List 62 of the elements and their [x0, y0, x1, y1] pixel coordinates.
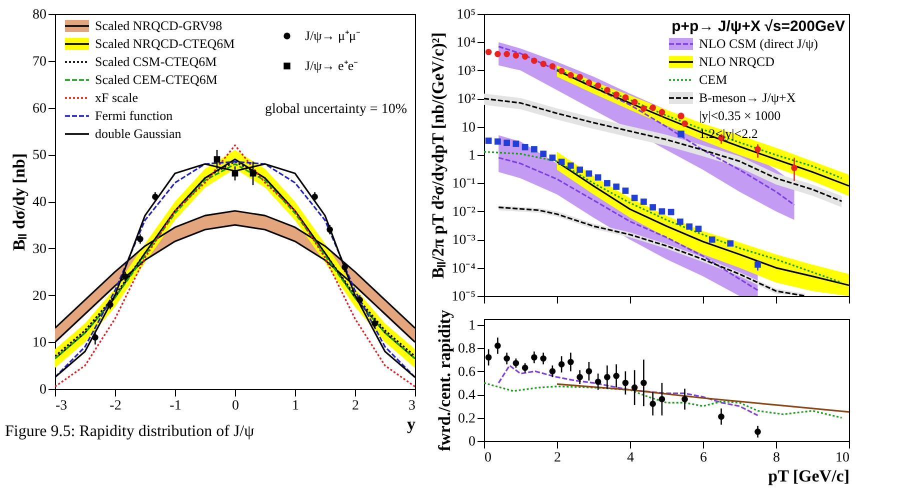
legend-label: CEM — [699, 72, 728, 87]
legend-label: xF scale — [95, 90, 138, 105]
legend-label: double Gaussian — [95, 126, 182, 141]
y-tick-label: 10³ — [457, 64, 476, 79]
y-tick-label: 70 — [32, 54, 46, 70]
legend-label: 1.2<|y|<2.2 — [699, 126, 758, 141]
y-tick-label: 10⁴ — [456, 36, 476, 51]
annotation: global uncertainty = 10% — [264, 102, 408, 117]
legend-title: p+p→ J/ψ+X √s=200GeV — [672, 18, 845, 35]
y-tick-label: 1 — [468, 318, 476, 334]
legend-label: NLO NRQCD — [699, 54, 774, 69]
y-tick-label: 10⁻⁵ — [452, 290, 476, 304]
y-tick-label: 60 — [32, 101, 46, 116]
x-tick-label: 0 — [232, 398, 239, 414]
legend-label: Scaled CEM-CTEQ6M — [95, 72, 218, 87]
y-tick-label: 10⁻² — [452, 204, 476, 220]
x-tick-label: 2 — [554, 450, 561, 466]
y-tick-label: 10² — [457, 92, 476, 108]
y-tick-label: 10⁻⁴ — [452, 261, 476, 276]
legend-label: J/ψ→ μ⁺μ⁻ — [305, 28, 360, 43]
y-tick-label: 10 — [462, 120, 476, 136]
y-tick-label: 50 — [32, 148, 46, 164]
y-tick-label: 0.4 — [458, 388, 476, 404]
x-tick-label: 1 — [292, 398, 299, 414]
y-tick-label: 0.6 — [458, 364, 476, 380]
y-axis-title: fwrd./cent. rapidity — [435, 309, 454, 452]
x-axis-title: pT [GeV/c] — [768, 466, 850, 486]
y-tick-label: 10⁻³ — [452, 233, 476, 248]
x-tick-label: 10 — [836, 450, 850, 466]
legend-label: J/ψ→ e⁺e⁻ — [305, 58, 358, 73]
legend-label: NLO CSM (direct J/ψ) — [699, 36, 818, 51]
y-tick-label: 40 — [32, 195, 46, 210]
y-tick-label: 20 — [32, 288, 46, 304]
legend-label: Scaled NRQCD-GRV98 — [95, 18, 222, 33]
legend-label: Scaled NRQCD-CTEQ6M — [95, 36, 236, 51]
x-tick-label: 4 — [627, 450, 634, 466]
x-tick-label: 6 — [700, 450, 707, 466]
x-tick-label: -2 — [110, 398, 122, 414]
caption: Figure 9.5: Rapidity distribution of J/ψ — [5, 423, 254, 440]
y-tick-label: 1 — [468, 148, 476, 164]
y-tick-label: 0 — [40, 382, 46, 398]
y-tick-label: 30 — [32, 242, 46, 257]
x-tick-label: 3 — [408, 398, 416, 414]
y-tick-label: 0 — [468, 434, 476, 450]
x-tick-label: 2 — [352, 398, 359, 414]
legend-label: B-meson→ J/ψ+X — [699, 90, 796, 105]
y-tick-label: 0.2 — [458, 411, 476, 426]
legend-label: Fermi function — [95, 108, 174, 123]
y-tick-label: 0.8 — [458, 342, 476, 357]
y-axis-title: Bₗₗ dσ/dy [nb] — [10, 153, 28, 251]
x-tick-label: 8 — [773, 450, 780, 466]
x-tick-label: -1 — [170, 398, 182, 414]
y-tick-label: 80 — [32, 8, 46, 22]
x-tick-label: 0 — [484, 450, 492, 466]
y-axis-title: Bₗₗ/2π pT d²σ/dydpT [nb/(GeV/c)²] — [428, 32, 448, 279]
legend-label: |y|<0.35 × 1000 — [699, 108, 781, 123]
y-tick-label: 10⁻¹ — [452, 176, 476, 192]
y-tick-label: 10⁵ — [456, 8, 476, 22]
y-tick-label: 10 — [32, 336, 46, 351]
x-tick-label: -3 — [56, 398, 68, 414]
legend-label: Scaled CSM-CTEQ6M — [95, 54, 218, 69]
x-axis-title: y — [407, 414, 416, 434]
